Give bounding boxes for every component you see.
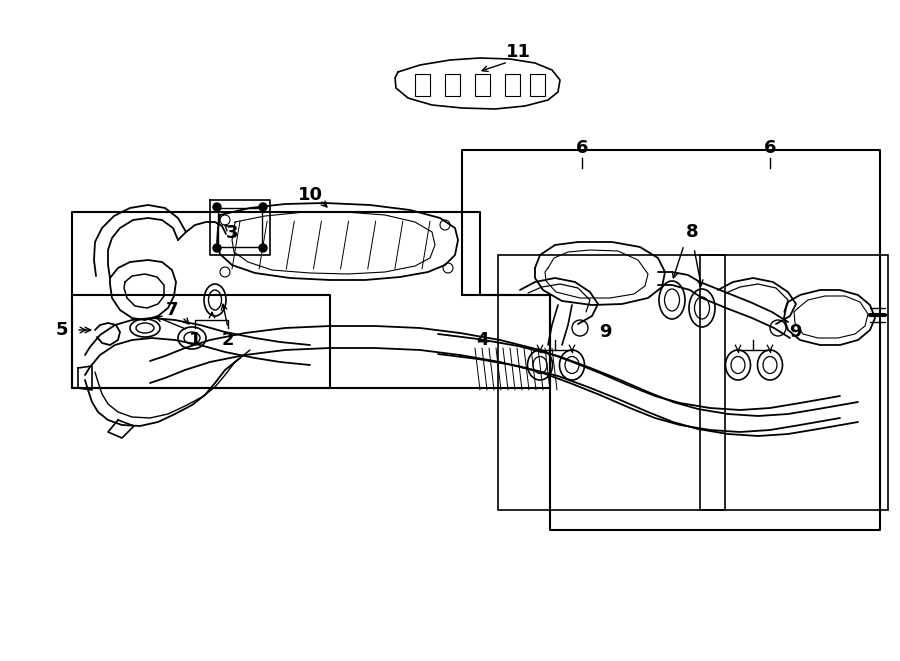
Text: 6: 6	[576, 139, 589, 157]
Text: 11: 11	[506, 43, 530, 61]
Bar	[505, 74, 520, 96]
Bar	[415, 74, 430, 96]
Text: 2: 2	[221, 331, 234, 349]
Bar	[700, 255, 888, 510]
Circle shape	[213, 203, 221, 211]
Circle shape	[259, 244, 267, 252]
Circle shape	[259, 203, 267, 211]
Bar	[530, 74, 545, 96]
Text: 7: 7	[166, 301, 178, 319]
Text: 1: 1	[189, 331, 202, 349]
Text: 5: 5	[56, 321, 68, 339]
Circle shape	[213, 244, 221, 252]
Text: 3: 3	[226, 224, 239, 242]
Bar	[475, 74, 490, 96]
Text: 9: 9	[598, 323, 611, 341]
Text: 9: 9	[788, 323, 801, 341]
Text: 6: 6	[764, 139, 776, 157]
Bar	[498, 255, 725, 510]
Bar	[445, 74, 460, 96]
Text: 8: 8	[686, 223, 698, 241]
Text: 10: 10	[298, 186, 322, 204]
Text: 4: 4	[476, 331, 488, 349]
